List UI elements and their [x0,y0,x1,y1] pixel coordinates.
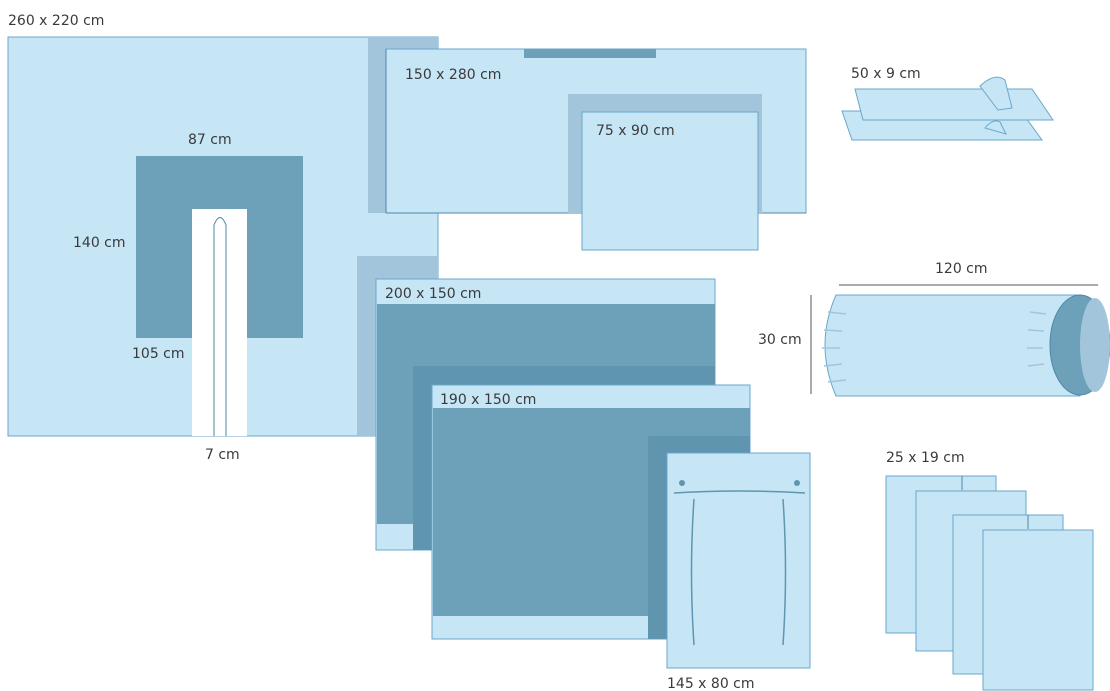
roll-diameter-label: 30 cm [758,332,802,348]
sheet-145x80-left-slit [690,498,695,646]
u-drape-slit-outline [213,217,227,436]
tape-50x9-tab-lower [984,120,1007,135]
sheet-190x150-label: 190 x 150 cm [440,392,536,408]
tape-50x9-label: 50 x 9 cm [851,66,921,82]
sheet-145x80-right-slit [782,498,787,646]
roll-body [824,294,1081,397]
sheet-145x80-hole-right [794,480,800,486]
roll [810,284,1110,397]
u-drape-slit-length-label: 105 cm [132,346,185,362]
sheet-145x80 [666,452,811,669]
towels-size-label: 25 x 19 cm [886,450,965,466]
sheet-145x80-top-slit [673,490,806,494]
sheet-75x90-label: 75 x 90 cm [596,123,675,139]
u-drape-slit-width-label: 7 cm [205,447,240,463]
tape-50x9-tab [979,76,1013,111]
sheet-150x280-label: 150 x 280 cm [405,67,501,83]
sheet-145x80-label: 145 x 80 cm [667,676,755,691]
u-drape-top-width-label: 87 cm [188,132,232,148]
tape-50x9-strip-upper [854,88,1054,121]
u-drape-slit [192,209,247,436]
u-drape-height-label: 140 cm [73,235,126,251]
sheet-150x280-adhesive-strip [524,49,656,58]
tape-50x9 [841,76,1054,141]
sheet-145x80-hole-left [679,480,685,486]
towel-4 [982,529,1094,691]
roll-length-label: 120 cm [935,261,988,277]
roll-end-inner [1080,298,1110,392]
sheet-145x80-body [666,452,811,669]
sheet-75x90 [581,111,759,251]
u-drape [7,36,439,437]
sheet-200x150-label: 200 x 150 cm [385,286,481,302]
towel-stack [885,475,1094,691]
u-drape-size-label: 260 x 220 cm [8,13,104,29]
roll-folds [822,311,1047,383]
